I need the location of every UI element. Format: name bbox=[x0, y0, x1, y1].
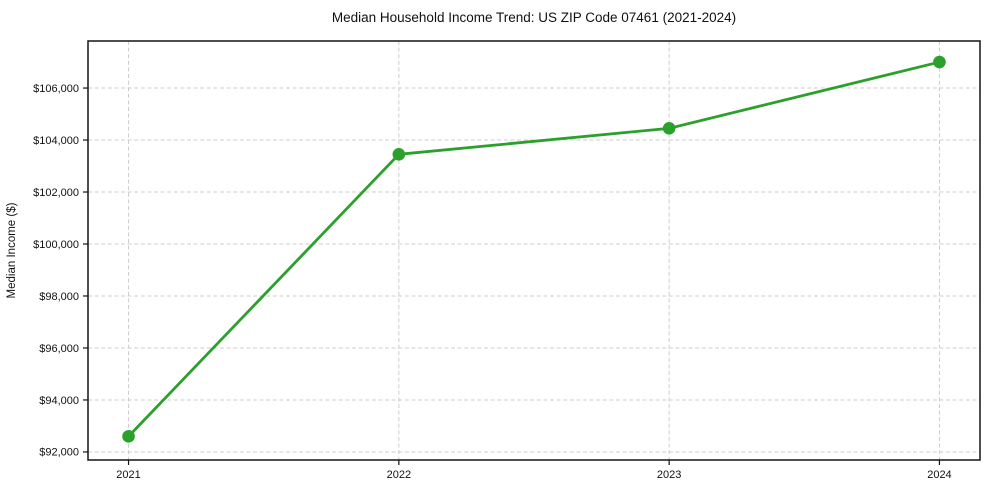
y-tick-label: $104,000 bbox=[33, 135, 79, 147]
x-tick-label: 2023 bbox=[657, 469, 681, 481]
y-tick-label: $96,000 bbox=[39, 343, 79, 355]
plot-border bbox=[87, 40, 981, 461]
chart-title: Median Household Income Trend: US ZIP Co… bbox=[332, 10, 736, 25]
y-tick-label: $94,000 bbox=[39, 395, 79, 407]
data-point-2023 bbox=[662, 122, 676, 135]
data-point-2022 bbox=[392, 148, 406, 161]
y-tick-label: $100,000 bbox=[33, 239, 79, 251]
x-tick-label: 2024 bbox=[927, 469, 951, 481]
trend-line bbox=[127, 60, 941, 438]
y-tick-label: $106,000 bbox=[33, 83, 79, 95]
y-axis-label: Median Income ($) bbox=[6, 202, 18, 298]
y-tick-label: $102,000 bbox=[33, 187, 79, 199]
data-point-2021 bbox=[122, 430, 135, 443]
y-tick-label: $92,000 bbox=[39, 447, 79, 459]
x-tick-label: 2021 bbox=[116, 469, 140, 481]
y-tick-label: $98,000 bbox=[39, 291, 79, 303]
data-point-2024 bbox=[933, 55, 946, 69]
plot-area: $92,000 $94,000 $96,000 $98,000 $100,000 $102… bbox=[33, 40, 981, 481]
x-tick-label: 2022 bbox=[387, 469, 411, 481]
